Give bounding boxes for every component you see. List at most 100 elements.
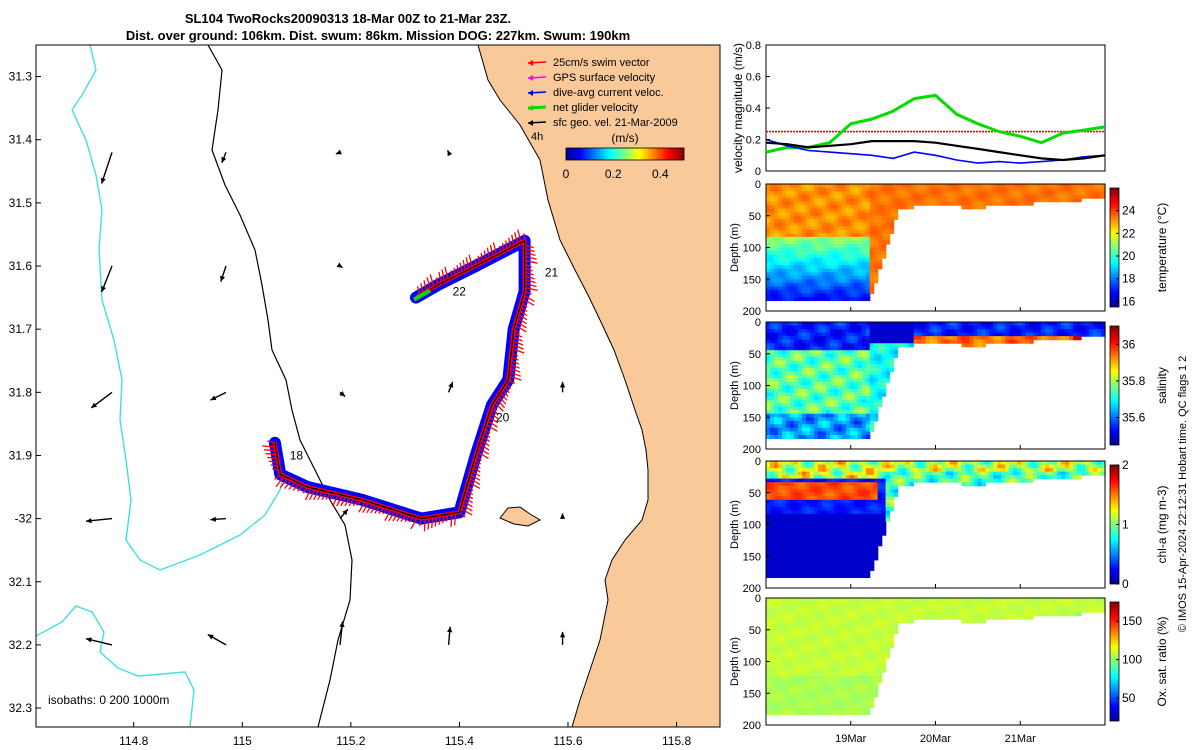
depth-tick-label: 100 bbox=[743, 520, 761, 532]
section-colorbar-tick-label: 22 bbox=[1122, 226, 1136, 240]
depth-tick-label: 0 bbox=[755, 456, 761, 468]
geo-velocity-arrow bbox=[559, 513, 566, 519]
depth-tick-label: 50 bbox=[749, 349, 761, 361]
velocity-y-ticks: 0 0.2 0.4 0.6 0.8 bbox=[746, 40, 770, 178]
map-y-tick-label: 31.7 bbox=[9, 322, 33, 336]
velocity-y-tick-label: 0.4 bbox=[746, 103, 761, 115]
time-scale-label: 4h bbox=[531, 131, 543, 143]
copyright-note: © IMOS 15-Apr-2024 22:12:31 Hobart time.… bbox=[1177, 356, 1189, 633]
velocity-series bbox=[765, 93, 1106, 164]
isobath-200m bbox=[207, 45, 353, 727]
map-legend: 25cm/s swim vector GPS surface velocity di… bbox=[527, 57, 678, 129]
legend-label: net glider velocity bbox=[553, 102, 638, 114]
velocity-series-line bbox=[765, 138, 1106, 164]
section-panel: 0 50 100 150 200 Depth (m) 50 100 150 Ox. sat. ra… bbox=[729, 593, 1169, 732]
depth-tick-label: 50 bbox=[749, 211, 761, 223]
time-tick-label: 20Mar bbox=[920, 733, 952, 745]
colorbar-tick-label: 0.2 bbox=[605, 167, 622, 181]
geo-velocity-arrow bbox=[335, 149, 342, 155]
glider-track bbox=[262, 229, 538, 532]
section-colorbar-tick-label: 0 bbox=[1122, 577, 1129, 591]
map-x-tick-label: 115.4 bbox=[445, 734, 474, 748]
isobath-1000m bbox=[36, 45, 286, 727]
legend-label: dive-avg current veloc. bbox=[553, 87, 664, 99]
depth-tick-label: 150 bbox=[743, 688, 761, 700]
figure-title-line-2: Dist. over ground: 106km. Dist. swum: 86… bbox=[126, 28, 630, 43]
section-colorbar bbox=[1109, 187, 1120, 308]
section-colorbar-tick-label: 20 bbox=[1122, 249, 1136, 263]
legend-label: sfc geo. vel. 21-Mar-2009 bbox=[553, 117, 678, 129]
section-colorbar bbox=[1109, 325, 1120, 446]
depth-tick-label: 0 bbox=[755, 179, 761, 191]
map-y-tick-label: 31.8 bbox=[9, 385, 33, 399]
section-colorbar-tick-label: 18 bbox=[1122, 272, 1136, 286]
depth-tick-label: 150 bbox=[743, 412, 761, 424]
day-label: 22 bbox=[453, 284, 467, 298]
isobaths-note: isobaths: 0 200 1000m bbox=[48, 693, 169, 707]
geo-velocity-arrow bbox=[336, 262, 343, 269]
section-panel: 0 50 100 150 200 Depth (m) 0 1 2 chl-a (mg m-3) bbox=[729, 456, 1169, 595]
colorbar-units: (m/s) bbox=[611, 131, 638, 145]
section-panel: 0 50 100 150 200 Depth (m) 16 18 20 22 24 temperatu… bbox=[729, 179, 1169, 318]
section-colorbar-tick-label: 2 bbox=[1122, 458, 1129, 472]
section-colorbar-tick-label: 24 bbox=[1122, 204, 1136, 218]
figure-title-line-1: SL104 TwoRocks20090313 18-Mar 00Z to 21-… bbox=[185, 11, 511, 26]
section-colorbar-tick-label: 100 bbox=[1122, 653, 1142, 667]
section-colorbar-label: Ox. sat. ratio (%) bbox=[1155, 616, 1169, 706]
map-y-tick-label: 31.6 bbox=[9, 259, 33, 273]
geo-velocity-arrow bbox=[210, 516, 227, 522]
map-y-tick-label: 31.3 bbox=[9, 70, 33, 84]
section-colorbar-tick-label: 150 bbox=[1122, 614, 1142, 628]
geo-velocity-arrow bbox=[221, 152, 227, 164]
map-x-tick-label: 115 bbox=[233, 734, 252, 748]
geo-velocity-arrow bbox=[339, 391, 346, 398]
velocity-y-tick-label: 0.6 bbox=[746, 72, 761, 84]
day-labels: 18 20 21 22 bbox=[290, 265, 559, 462]
map-x-tick-label: 114.8 bbox=[119, 734, 148, 748]
section-ylabel: Depth (m) bbox=[729, 500, 741, 549]
velocity-y-tick-label: 0 bbox=[755, 166, 761, 178]
geo-velocity-arrow bbox=[339, 508, 349, 520]
velocity-ylabel: velocity magnitude (m/s) bbox=[731, 43, 745, 173]
section-colorbar-tick-label: 36 bbox=[1122, 337, 1136, 351]
legend-label: 25cm/s swim vector bbox=[553, 57, 650, 69]
depth-tick-label: 100 bbox=[743, 381, 761, 393]
time-axis: 19Mar 20Mar 21Mar bbox=[835, 733, 1036, 745]
section-colorbar-tick-label: 35.6 bbox=[1122, 411, 1146, 425]
geo-velocity-arrow bbox=[207, 633, 227, 646]
geo-velocity-arrow bbox=[559, 631, 566, 645]
section-cells bbox=[766, 461, 1106, 579]
velocity-series-line bbox=[765, 93, 1106, 154]
geo-velocity-arrow bbox=[100, 152, 113, 184]
geo-velocity-arrow bbox=[220, 265, 227, 282]
geo-velocity-arrow bbox=[100, 265, 113, 293]
depth-tick-label: 200 bbox=[743, 306, 761, 318]
island-rottnest bbox=[499, 506, 542, 527]
speed-colorbar bbox=[565, 147, 685, 161]
section-ylabel: Depth (m) bbox=[729, 361, 741, 410]
legend-swatch-head bbox=[528, 120, 533, 126]
section-cells bbox=[766, 322, 1106, 440]
geo-velocity-arrow bbox=[85, 517, 113, 524]
section-colorbar-tick-label: 16 bbox=[1122, 294, 1136, 308]
section-colorbar-tick-label: 50 bbox=[1122, 691, 1136, 705]
map-y-tick-label: -32 bbox=[15, 512, 33, 526]
map-x-tick-label: 115.8 bbox=[662, 734, 691, 748]
section-ylabel: Depth (m) bbox=[729, 223, 741, 272]
map-y-tick-label: 32.2 bbox=[9, 638, 33, 652]
map-x-tick-label: 115.6 bbox=[553, 734, 582, 748]
depth-tick-label: 0 bbox=[755, 317, 761, 329]
map-y-tick-label: 31.5 bbox=[9, 196, 33, 210]
geo-velocity-arrow bbox=[85, 637, 113, 646]
section-cells bbox=[766, 184, 1106, 302]
depth-tick-label: 100 bbox=[743, 657, 761, 669]
geo-velocity-arrow bbox=[339, 621, 345, 645]
section-colorbar-label: chl-a (mg m-3) bbox=[1155, 485, 1169, 563]
depth-tick-label: 150 bbox=[743, 274, 761, 286]
section-cells bbox=[766, 598, 1106, 716]
map-y-ticks: 31.3 31.4 31.5 31.6 31.7 31.8 31.9 -32 32.1 32.2 3… bbox=[9, 70, 41, 715]
time-tick-label: 21Mar bbox=[1005, 733, 1037, 745]
depth-tick-label: 150 bbox=[743, 551, 761, 563]
